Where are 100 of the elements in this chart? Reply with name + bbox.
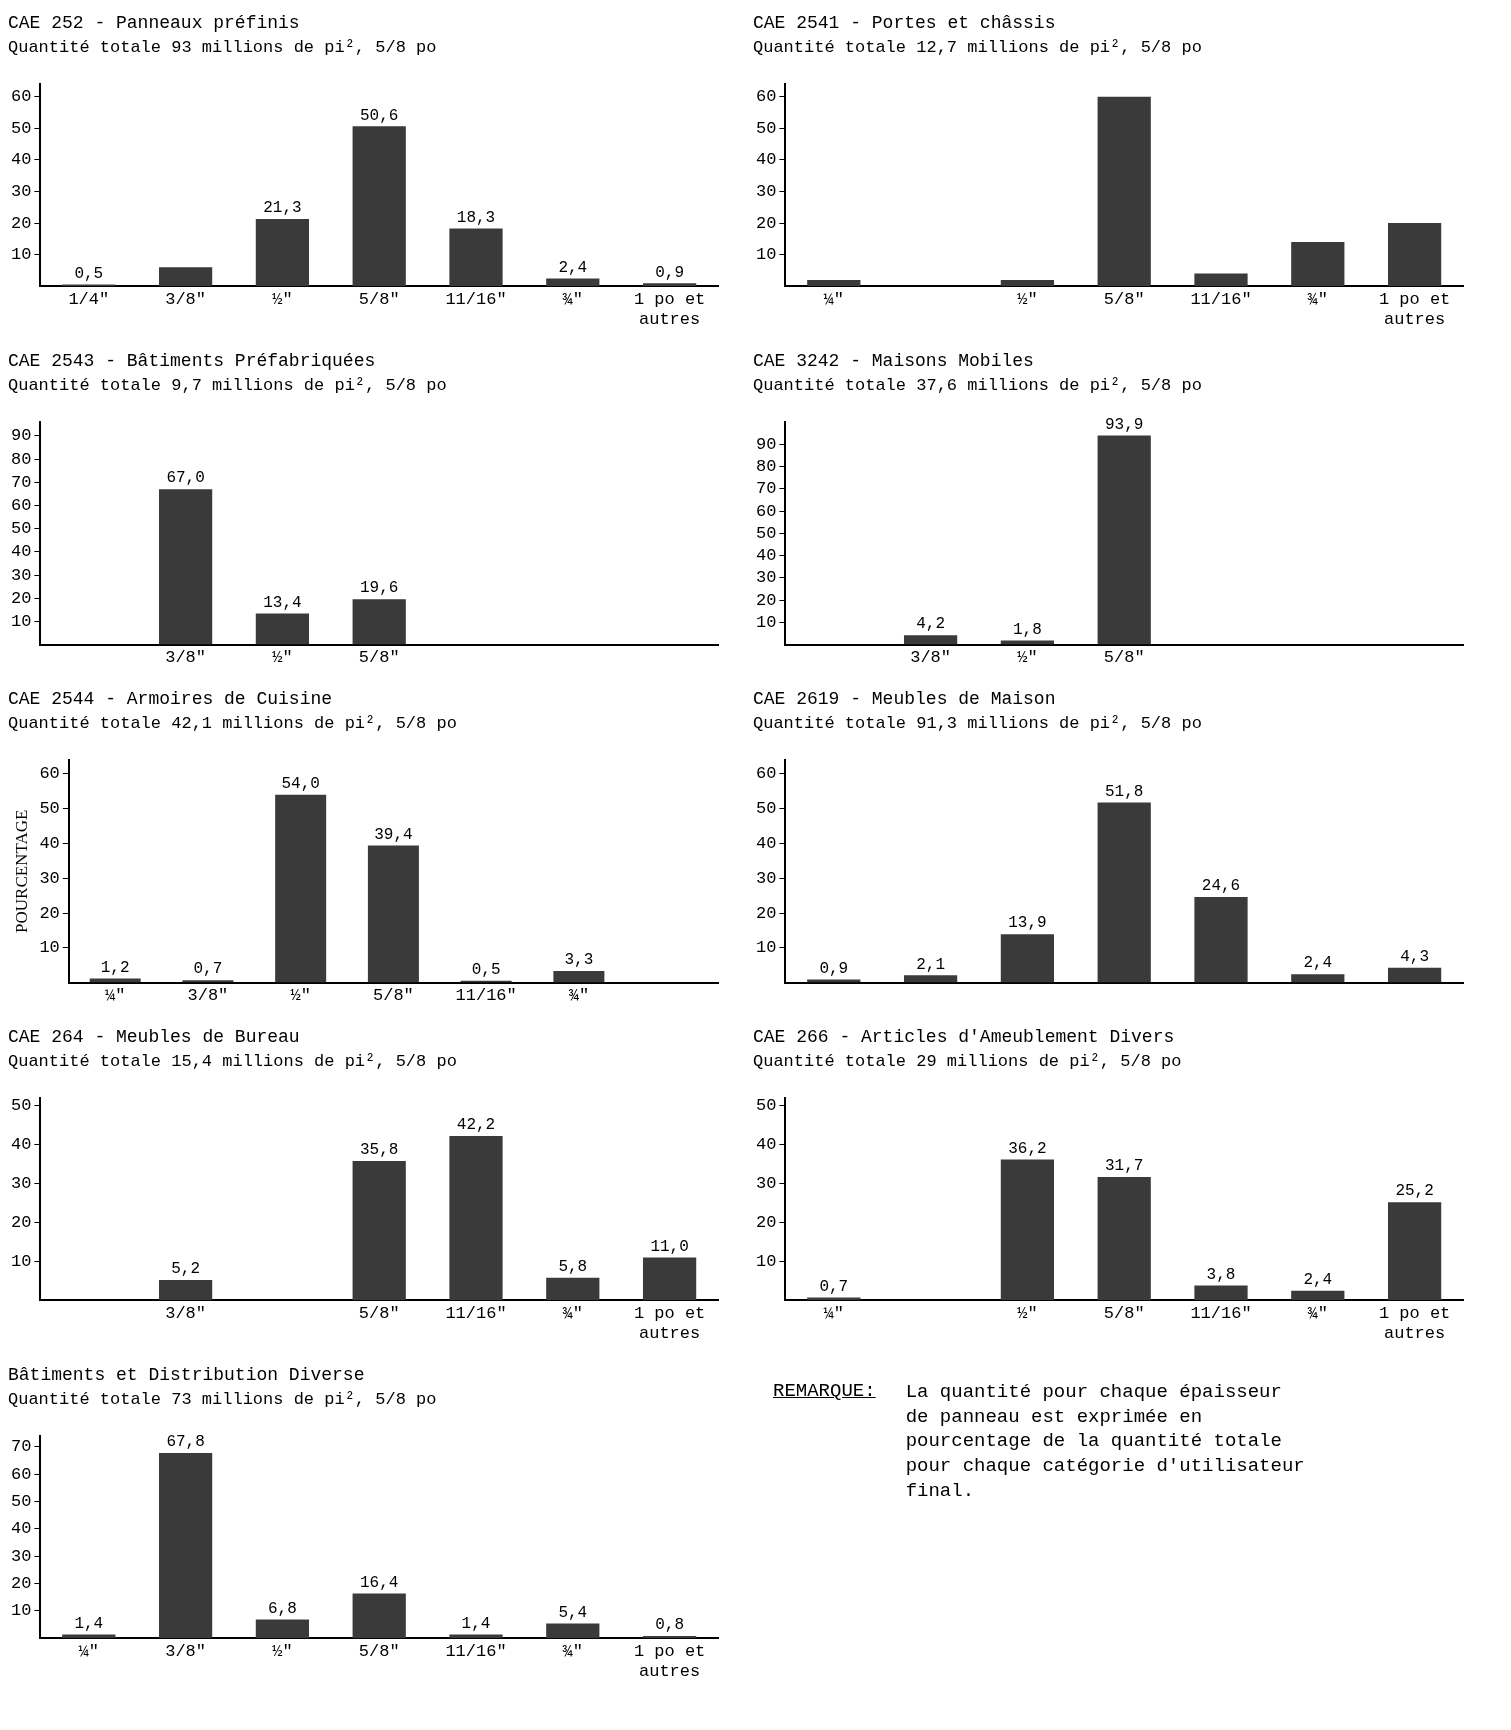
x-tick-label: 11/16" <box>445 1641 507 1661</box>
bar <box>1387 223 1442 287</box>
bar <box>1000 1159 1055 1301</box>
bar <box>449 1634 503 1639</box>
y-tick-label: 40 <box>11 150 32 170</box>
y-tick-label: 70 <box>11 472 32 492</box>
chart-subtitle: Quantité totale 29 millions de pi², 5/8 po <box>753 1052 1182 1072</box>
y-tick-label: 50 <box>39 799 60 819</box>
y-tick-label: 40 <box>756 833 777 853</box>
y-tick-label: 40 <box>11 1519 32 1539</box>
x-tick-label: ½" <box>1017 1303 1038 1323</box>
y-tick-label: 10 <box>11 245 32 265</box>
x-tick-label: ¼" <box>78 1641 100 1661</box>
bar <box>255 1619 310 1639</box>
y-tick-label: 20 <box>11 1212 32 1232</box>
data-label: 11,0 <box>650 1237 689 1256</box>
chart-subtitle: Quantité totale 73 millions de pi², 5/8 po <box>8 1390 437 1410</box>
bar <box>642 1636 697 1639</box>
data-label: 0,9 <box>819 959 849 978</box>
data-label: 2,4 <box>1303 954 1333 973</box>
data-label: 6,8 <box>268 1599 297 1618</box>
x-tick-label: 3/8" <box>187 986 229 1006</box>
x-tick-label: ½" <box>272 1641 293 1661</box>
bar <box>158 1279 213 1301</box>
y-tick-label: 20 <box>756 1212 777 1232</box>
y-tick-label: 30 <box>756 181 777 201</box>
y-tick-label: 30 <box>11 565 32 585</box>
y-tick-label: 40 <box>11 542 32 562</box>
data-label: 0,9 <box>655 263 685 282</box>
data-label: 18,3 <box>456 208 496 227</box>
bar <box>642 1257 697 1301</box>
bar <box>1097 802 1151 983</box>
y-tick-label: 60 <box>11 87 32 107</box>
x-tick-label: 3/8" <box>165 1641 207 1661</box>
data-label: 13,9 <box>1008 914 1047 933</box>
x-tick-label: ¾" <box>1307 1303 1328 1323</box>
bar <box>1097 96 1151 287</box>
data-label: 35,8 <box>360 1141 399 1160</box>
bar <box>1097 1176 1151 1301</box>
data-label: 25,2 <box>1395 1182 1434 1201</box>
data-label: 2,1 <box>916 955 946 974</box>
data-label: 2,4 <box>1303 1271 1333 1290</box>
x-tick-label: ¾" <box>562 289 583 309</box>
bar <box>255 218 310 287</box>
bar <box>352 1160 406 1301</box>
y-tick-label: 30 <box>756 868 777 888</box>
x-tick-label: 3/8" <box>165 1303 207 1323</box>
data-label: 3,3 <box>564 951 594 970</box>
x-tick-label: 5/8" <box>373 986 414 1006</box>
x-tick-label: 1 po et autres <box>633 1303 706 1344</box>
bar <box>275 794 327 983</box>
bar <box>352 599 406 645</box>
bar <box>546 1277 600 1301</box>
data-label: 0,8 <box>655 1616 685 1635</box>
y-tick-label: 50 <box>756 118 777 138</box>
data-label: 3,8 <box>1206 1265 1236 1284</box>
x-tick-label: ¾" <box>568 986 590 1006</box>
y-tick-label: 50 <box>11 1492 32 1512</box>
data-label: 0,5 <box>74 264 104 283</box>
y-tick-label: 60 <box>39 764 60 784</box>
data-label: 0,5 <box>471 961 501 980</box>
bar <box>553 971 605 983</box>
text: REMARQUE: <box>773 1380 876 1404</box>
chart-title: CAE 2541 - Portes et châssis <box>753 12 1056 33</box>
x-tick-label: 3/8" <box>165 289 207 309</box>
x-tick-label: ¼" <box>104 986 126 1006</box>
bar <box>158 1452 213 1639</box>
y-tick-label: 10 <box>11 611 32 631</box>
y-tick-label: 60 <box>11 495 32 515</box>
text: La quantité pour chaque épaisseur de panneau est exprimée en pourcentage de la quantité totale pour chaque catégorie d'utilisateur final. <box>905 1380 1306 1504</box>
x-tick-label: 3/8" <box>165 648 207 668</box>
data-label: 1,8 <box>1013 620 1042 639</box>
y-tick-label: 40 <box>756 150 777 170</box>
y-tick-label: 50 <box>756 1096 777 1116</box>
bar <box>1000 279 1055 287</box>
y-tick-label: 50 <box>11 519 32 539</box>
data-label: 16,4 <box>360 1573 399 1592</box>
bar <box>807 279 861 287</box>
y-tick-label: 80 <box>11 449 32 469</box>
x-tick-label: 1 po et autres <box>633 289 706 330</box>
chart-subtitle: Quantité totale 9,7 millions de pi², 5/8 po <box>8 376 447 396</box>
y-tick-label: 10 <box>756 245 777 265</box>
bar <box>807 979 861 983</box>
bar <box>158 267 213 287</box>
bar <box>1097 435 1151 645</box>
y-tick-label: 30 <box>756 568 777 588</box>
data-label: 39,4 <box>374 825 413 844</box>
y-tick-label: 20 <box>11 588 32 608</box>
data-label: 36,2 <box>1008 1139 1047 1158</box>
x-tick-label: 1/4" <box>68 289 110 309</box>
x-tick-label: ¾" <box>562 1641 583 1661</box>
data-label: 0,7 <box>819 1277 849 1296</box>
data-label: 54,0 <box>281 775 320 794</box>
y-tick-label: 30 <box>11 1546 32 1566</box>
y-tick-label: 40 <box>39 833 60 853</box>
chart-title: CAE 2544 - Armoires de Cuisine <box>8 688 333 709</box>
bar <box>1000 934 1055 983</box>
data-label: 4,3 <box>1400 947 1430 966</box>
y-tick-label: 20 <box>11 1574 32 1594</box>
y-tick-label: 20 <box>756 213 777 233</box>
